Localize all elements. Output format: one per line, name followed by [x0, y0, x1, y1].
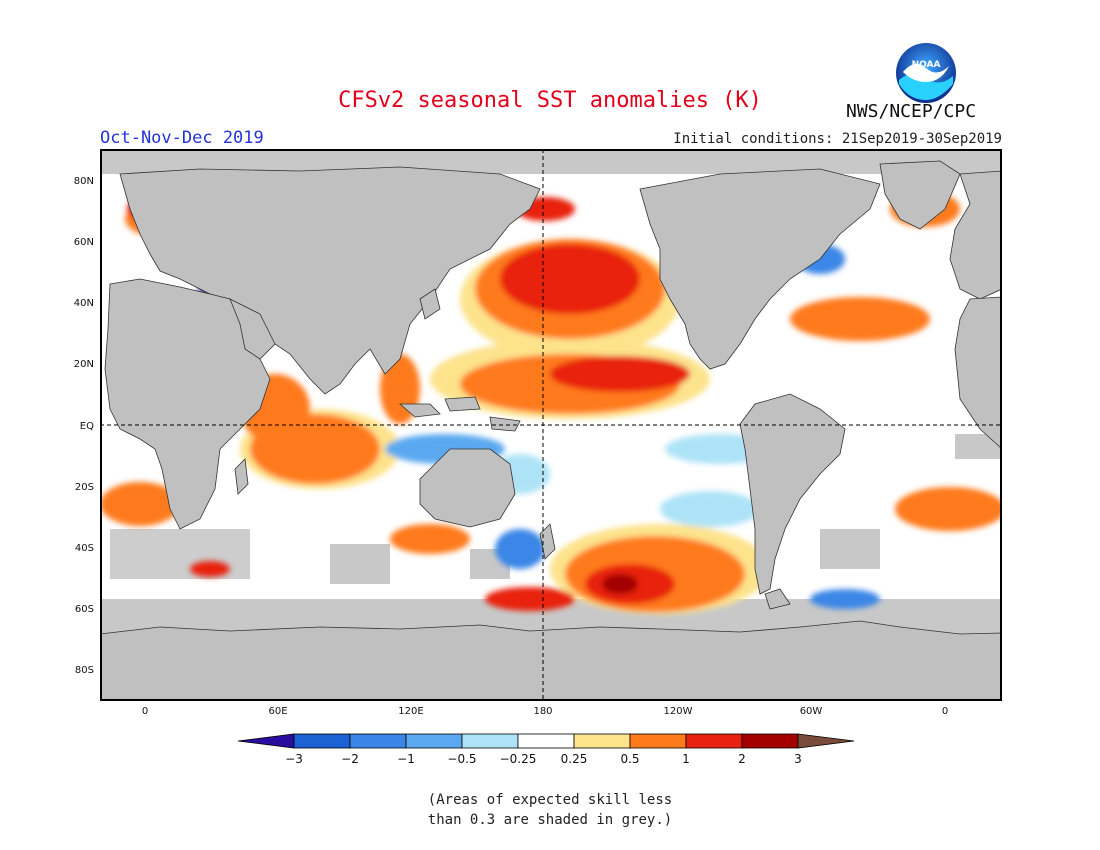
map-field	[100, 149, 1002, 701]
legend-swatch	[405, 733, 463, 749]
legend-label: 2	[738, 752, 746, 766]
lon-label-180: 180	[533, 706, 552, 717]
footnote-line-1: (Areas of expected skill less	[427, 792, 673, 808]
legend-label: 3	[794, 752, 802, 766]
agency-label: NWS/NCEP/CPC	[846, 101, 977, 122]
sst-anomaly-map	[100, 149, 1002, 701]
longitude-labels: 0 60E 120E 180 120W 60W 0	[142, 706, 948, 717]
lat-label-40s: 40S	[75, 543, 94, 554]
lat-label-eq: EQ	[80, 421, 94, 432]
legend-label: −0.25	[500, 752, 537, 766]
legend-label: 1	[682, 752, 690, 766]
legend-swatches	[238, 733, 855, 749]
lat-label-80n: 80N	[74, 176, 94, 187]
legend-swatch-high-arrow	[797, 733, 855, 749]
legend-label: 0.5	[620, 752, 639, 766]
legend-swatch	[461, 733, 519, 749]
legend-label: −2	[341, 752, 359, 766]
lon-label-120w: 120W	[664, 706, 693, 717]
map-frame	[100, 149, 1002, 701]
land-masses	[100, 160, 1002, 701]
legend-label: −1	[397, 752, 415, 766]
lon-label-60e: 60E	[268, 706, 287, 717]
legend-swatch	[741, 733, 799, 749]
legend-swatch	[349, 733, 407, 749]
footnote-line-2: than 0.3 are shaded in grey.)	[427, 812, 673, 828]
legend-swatch	[573, 733, 631, 749]
lat-label-60n: 60N	[74, 237, 94, 248]
lon-label-0-east: 0	[942, 706, 948, 717]
legend-swatch-low-arrow	[238, 733, 295, 749]
lat-label-80s: 80S	[75, 665, 94, 676]
legend-label: −0.5	[447, 752, 476, 766]
latitude-labels: 80N 60N 40N 20N EQ 20S 40S 60S 80S	[74, 176, 94, 676]
lat-label-20n: 20N	[74, 359, 94, 370]
lat-label-20s: 20S	[75, 482, 94, 493]
legend-label: 0.25	[561, 752, 588, 766]
logo-text: NOAA	[912, 60, 941, 70]
lon-label-60w: 60W	[800, 706, 823, 717]
legend-swatch	[517, 733, 575, 749]
legend-swatch	[685, 733, 743, 749]
lat-label-60s: 60S	[75, 604, 94, 615]
lat-label-40n: 40N	[74, 298, 94, 309]
lon-label-120e: 120E	[398, 706, 423, 717]
legend-swatch	[629, 733, 687, 749]
legend-label: −3	[285, 752, 303, 766]
color-legend: −3 −2 −1 −0.5 −0.25 0.25 0.5 1 2 3	[238, 733, 855, 766]
lon-label-0: 0	[142, 706, 148, 717]
legend-swatch	[293, 733, 351, 749]
season-label: Oct-Nov-Dec 2019	[100, 128, 264, 148]
legend-labels: −3 −2 −1 −0.5 −0.25 0.25 0.5 1 2 3	[285, 752, 802, 766]
initial-conditions-label: Initial conditions: 21Sep2019-30Sep2019	[673, 131, 1002, 147]
chart-title: CFSv2 seasonal SST anomalies (K)	[338, 88, 762, 113]
noaa-logo: NOAA	[896, 43, 956, 103]
